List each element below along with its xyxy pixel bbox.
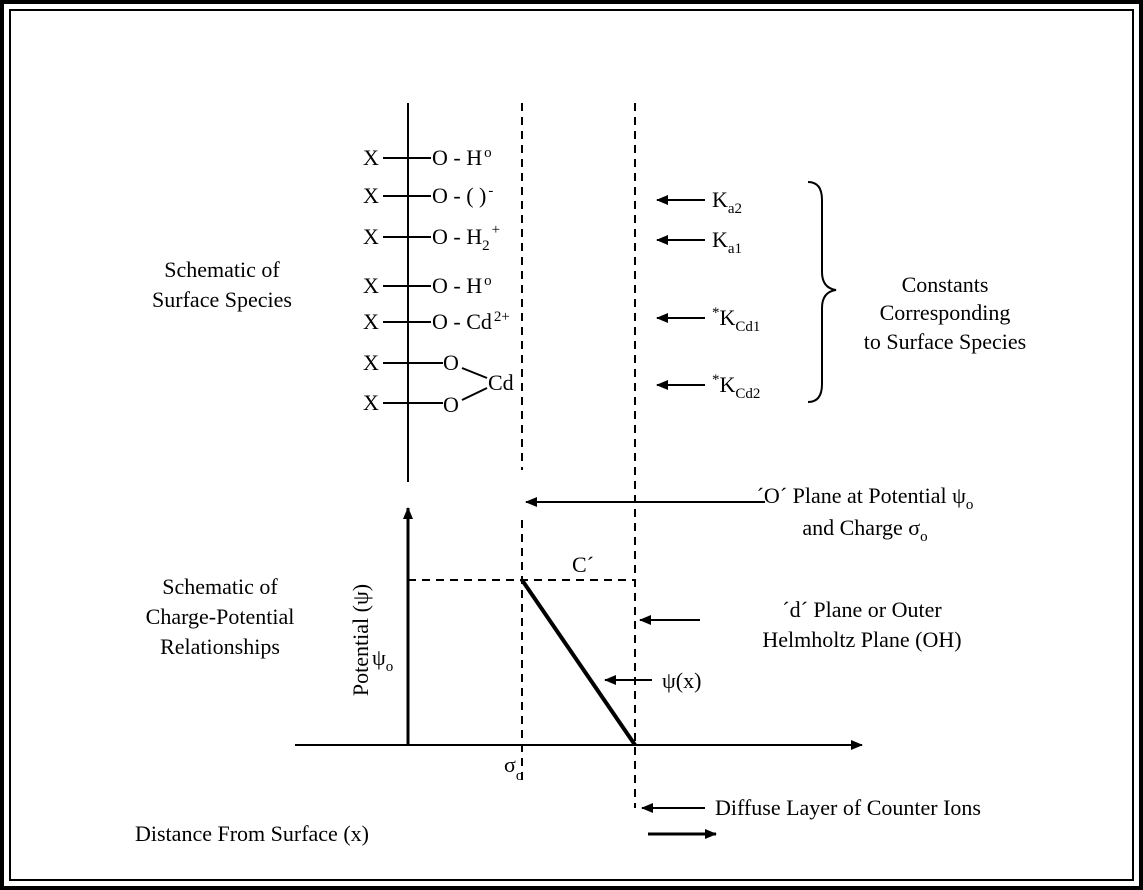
- species-group: O - H2+: [432, 222, 500, 254]
- charge-label: Charge-Potential: [146, 604, 295, 629]
- species-x: X: [363, 309, 379, 334]
- superscript: +: [492, 222, 500, 238]
- charge-label: Relationships: [160, 634, 280, 659]
- species-x: X: [363, 145, 379, 170]
- text: O - ( ): [432, 183, 486, 208]
- species-x: X: [363, 350, 379, 375]
- species-x: X: [363, 224, 379, 249]
- sigma-o: σo: [504, 752, 523, 784]
- subscript: 2: [482, 238, 490, 254]
- bond: [461, 387, 488, 401]
- constants-label: Corresponding: [880, 300, 1011, 325]
- text: and Charge σ: [802, 515, 920, 540]
- text: K: [720, 372, 736, 397]
- subscript: o: [920, 529, 928, 545]
- d-plane-label: Helmholtz Plane (OH): [762, 627, 961, 652]
- brace: [807, 181, 837, 403]
- surface-label: Schematic of: [164, 257, 280, 282]
- constant: *KCd2: [712, 372, 760, 402]
- subscript: a1: [728, 241, 742, 257]
- constant: *KCd1: [712, 305, 760, 335]
- constant: Ka2: [712, 187, 742, 217]
- potential-line: [520, 578, 637, 747]
- subscript: a2: [728, 201, 742, 217]
- subscript: Cd2: [735, 386, 760, 402]
- subscript: o: [966, 497, 974, 513]
- text: O - H: [432, 273, 482, 298]
- text: σ: [504, 752, 516, 777]
- species-group: O - Cd 2+: [432, 309, 510, 334]
- subscript: o: [516, 768, 524, 784]
- constants-label: to Surface Species: [864, 329, 1027, 354]
- superscript: *: [712, 305, 720, 321]
- metal: Cd: [488, 370, 514, 395]
- text: K: [712, 187, 728, 212]
- text: O - Cd: [432, 309, 492, 334]
- psi-x: ψ(x): [662, 668, 701, 693]
- superscript: o: [484, 273, 492, 289]
- text: ψ: [372, 645, 386, 670]
- species-group: O - ( ) -: [432, 183, 493, 208]
- o-plane-label: and Charge σo: [802, 515, 927, 545]
- superscript: 2+: [494, 309, 510, 325]
- superscript: *: [712, 372, 720, 388]
- text: K: [712, 227, 728, 252]
- subscript: Cd1: [735, 319, 760, 335]
- text: K: [720, 305, 736, 330]
- constant: Ka1: [712, 227, 742, 257]
- text: ´O´ Plane at Potential ψ: [757, 483, 967, 508]
- charge-label: Schematic of: [162, 574, 278, 599]
- subscript: o: [386, 659, 394, 675]
- superscript: -: [488, 183, 493, 199]
- oxygen: O: [443, 392, 459, 417]
- diffuse-label: Diffuse Layer of Counter Ions: [715, 795, 981, 820]
- species-x: X: [363, 183, 379, 208]
- oxygen: O: [443, 350, 459, 375]
- superscript: o: [484, 145, 492, 161]
- text: O - H: [432, 145, 482, 170]
- psi-o: ψo: [372, 645, 393, 675]
- o-plane-label: ´O´ Plane at Potential ψo: [757, 483, 974, 513]
- d-plane-label: ´d´ Plane or Outer: [782, 597, 942, 622]
- bond: [461, 367, 488, 379]
- text: O - H: [432, 224, 482, 249]
- constants-label: Constants: [902, 272, 989, 297]
- x-axis-label: Distance From Surface (x): [135, 821, 369, 846]
- inner-frame: [9, 9, 1134, 881]
- c-prime: C´: [572, 552, 594, 577]
- species-x: X: [363, 390, 379, 415]
- y-axis-label: Potential (ψ): [348, 584, 373, 696]
- species-x: X: [363, 273, 379, 298]
- surface-label: Surface Species: [152, 287, 292, 312]
